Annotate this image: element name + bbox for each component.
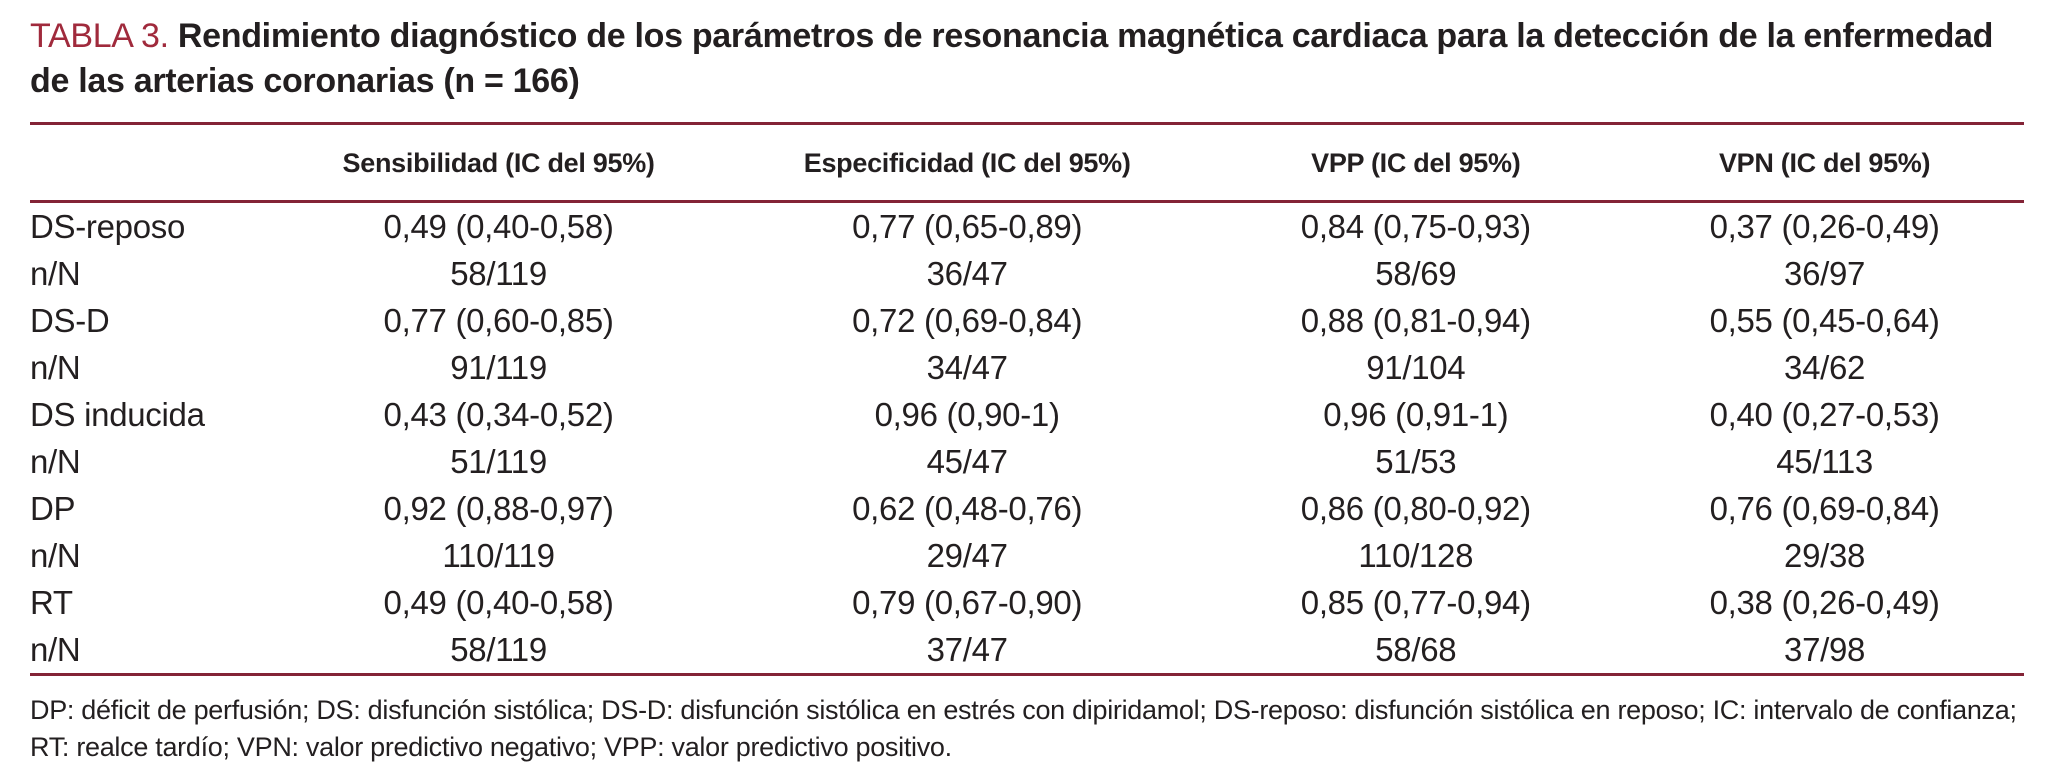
table-cell: 0,38 (0,26-0,49) [1709, 584, 1940, 621]
table-cell: 110/128 [1358, 537, 1474, 574]
table-row: n/N 51/119 45/47 51/53 45/113 [30, 438, 2024, 485]
header-vpn: VPN (IC del 95%) [1625, 123, 2024, 203]
row-label: RT [30, 584, 73, 621]
table-cell: 0,76 (0,69-0,84) [1709, 490, 1940, 527]
table-cell: 34/47 [926, 349, 1008, 386]
row-label: DS-reposo [30, 208, 186, 245]
header-sensibilidad: Sensibilidad (IC del 95%) [269, 123, 728, 203]
table-cell: 58/119 [450, 255, 547, 292]
table-title: TABLA 3. Rendimiento diagnóstico de los … [30, 14, 2024, 104]
row-label: n/N [30, 349, 81, 386]
header-empty [30, 123, 270, 203]
table-body: DS-reposo 0,49 (0,40-0,58) 0,77 (0,65-0,… [30, 202, 2024, 675]
table-cell: 0,72 (0,69-0,84) [852, 302, 1083, 339]
table-header: Sensibilidad (IC del 95%) Especificidad … [30, 123, 2024, 203]
table-footnote: DP: déficit de perfusión; DS: disfunción… [30, 692, 2024, 766]
table-row: DS inducida 0,43 (0,34-0,52) 0,96 (0,90-… [30, 391, 2024, 438]
table-cell: 0,77 (0,60-0,85) [383, 302, 614, 339]
table-row: DS-D 0,77 (0,60-0,85) 0,72 (0,69-0,84) 0… [30, 297, 2024, 344]
table-cell: 51/119 [450, 443, 547, 480]
table-cell: 91/104 [1366, 349, 1466, 386]
table-cell: 34/62 [1784, 349, 1866, 386]
table-cell: 0,43 (0,34-0,52) [383, 396, 614, 433]
table-cell: 36/97 [1784, 255, 1866, 292]
row-label: n/N [30, 443, 81, 480]
table-cell: 0,77 (0,65-0,89) [852, 208, 1083, 245]
table-cell: 0,92 (0,88-0,97) [383, 490, 614, 527]
diagnostic-performance-table: Sensibilidad (IC del 95%) Especificidad … [30, 122, 2024, 676]
table-cell: 0,85 (0,77-0,94) [1300, 584, 1531, 621]
table-cell: 0,79 (0,67-0,90) [852, 584, 1083, 621]
table-row: n/N 58/119 36/47 58/69 36/97 [30, 250, 2024, 297]
table-cell: 45/113 [1776, 443, 1873, 480]
footnote-line-1: DP: déficit de perfusión; DS: disfunción… [30, 695, 2017, 725]
table-cell: 58/68 [1375, 631, 1457, 668]
table-cell: 51/53 [1375, 443, 1457, 480]
table-row: DS-reposo 0,49 (0,40-0,58) 0,77 (0,65-0,… [30, 202, 2024, 251]
table-cell: 0,96 (0,91-1) [1323, 396, 1509, 433]
header-vpp: VPP (IC del 95%) [1206, 123, 1626, 203]
row-label: n/N [30, 631, 81, 668]
table-row: DP 0,92 (0,88-0,97) 0,62 (0,48-0,76) 0,8… [30, 485, 2024, 532]
table-cell: 0,49 (0,40-0,58) [383, 208, 614, 245]
table-cell: 58/69 [1375, 255, 1457, 292]
row-label: n/N [30, 255, 81, 292]
table-number-label: TABLA 3. [30, 17, 169, 55]
header-row: Sensibilidad (IC del 95%) Especificidad … [30, 123, 2024, 203]
table-cell: 29/47 [926, 537, 1008, 574]
table-cell: 36/47 [926, 255, 1008, 292]
table-cell: 0,62 (0,48-0,76) [852, 490, 1083, 527]
table-cell: 45/47 [926, 443, 1008, 480]
table-cell: 0,40 (0,27-0,53) [1709, 396, 1940, 433]
table-title-text: Rendimiento diagnóstico de los parámetro… [30, 17, 1994, 100]
footnote-line-2: RT: realce tardío; VPN: valor predictivo… [30, 732, 952, 762]
table-cell: 0,88 (0,81-0,94) [1300, 302, 1531, 339]
table-cell: 58/119 [450, 631, 547, 668]
row-label: DS inducida [30, 396, 205, 433]
table-row: RT 0,49 (0,40-0,58) 0,79 (0,67-0,90) 0,8… [30, 579, 2024, 626]
table-cell: 37/47 [926, 631, 1008, 668]
row-label: n/N [30, 537, 81, 574]
table-cell: 91/119 [450, 349, 547, 386]
table-row: n/N 58/119 37/47 58/68 37/98 [30, 626, 2024, 675]
table-cell: 0,49 (0,40-0,58) [383, 584, 614, 621]
table-row: n/N 110/119 29/47 110/128 29/38 [30, 532, 2024, 579]
table-cell: 0,96 (0,90-1) [874, 396, 1060, 433]
table-cell: 29/38 [1784, 537, 1866, 574]
table-cell: 110/119 [442, 537, 555, 574]
table-row: n/N 91/119 34/47 91/104 34/62 [30, 344, 2024, 391]
table-cell: 0,37 (0,26-0,49) [1709, 208, 1940, 245]
table-cell: 0,86 (0,80-0,92) [1300, 490, 1531, 527]
table-cell: 0,55 (0,45-0,64) [1709, 302, 1940, 339]
row-label: DP [30, 490, 76, 527]
table-cell: 37/98 [1784, 631, 1866, 668]
header-especificidad: Especificidad (IC del 95%) [727, 123, 1207, 203]
row-label: DS-D [30, 302, 110, 339]
table-cell: 0,84 (0,75-0,93) [1300, 208, 1531, 245]
